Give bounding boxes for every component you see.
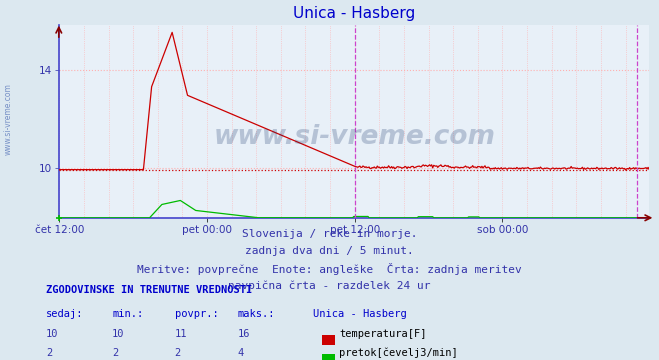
Text: 2: 2 bbox=[112, 348, 118, 359]
Text: 2: 2 bbox=[175, 348, 181, 359]
Text: 4: 4 bbox=[237, 348, 243, 359]
Title: Unica - Hasberg: Unica - Hasberg bbox=[293, 6, 415, 21]
Text: 11: 11 bbox=[175, 329, 187, 339]
Text: Unica - Hasberg: Unica - Hasberg bbox=[313, 309, 407, 319]
Text: 16: 16 bbox=[237, 329, 250, 339]
Text: navpična črta - razdelek 24 ur: navpična črta - razdelek 24 ur bbox=[228, 280, 431, 291]
Text: Meritve: povprečne  Enote: angleške  Črta: zadnja meritev: Meritve: povprečne Enote: angleške Črta:… bbox=[137, 263, 522, 275]
Text: ZGODOVINSKE IN TRENUTNE VREDNOSTI: ZGODOVINSKE IN TRENUTNE VREDNOSTI bbox=[46, 285, 252, 296]
Text: pretok[čevelj3/min]: pretok[čevelj3/min] bbox=[339, 348, 458, 359]
Text: www.si-vreme.com: www.si-vreme.com bbox=[4, 83, 13, 155]
Text: 2: 2 bbox=[46, 348, 52, 359]
Text: maks.:: maks.: bbox=[237, 309, 275, 319]
Text: temperatura[F]: temperatura[F] bbox=[339, 329, 427, 339]
Text: 10: 10 bbox=[112, 329, 125, 339]
Text: Slovenija / reke in morje.: Slovenija / reke in morje. bbox=[242, 229, 417, 239]
Text: sedaj:: sedaj: bbox=[46, 309, 84, 319]
Text: www.si-vreme.com: www.si-vreme.com bbox=[214, 124, 495, 150]
Text: zadnja dva dni / 5 minut.: zadnja dva dni / 5 minut. bbox=[245, 246, 414, 256]
Text: 10: 10 bbox=[46, 329, 59, 339]
Text: min.:: min.: bbox=[112, 309, 143, 319]
Text: povpr.:: povpr.: bbox=[175, 309, 218, 319]
